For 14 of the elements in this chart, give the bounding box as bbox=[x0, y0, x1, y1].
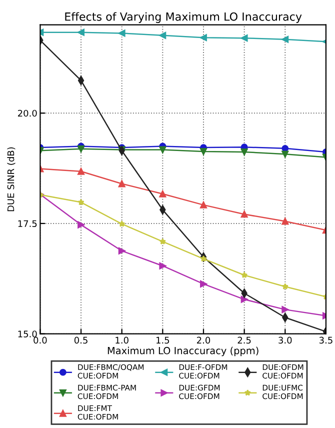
x-tick-label: 3.0 bbox=[278, 336, 292, 344]
chart-title: Effects of Varying Maximum LO Inaccuracy bbox=[65, 12, 302, 23]
y-tick-label: 15.0 bbox=[18, 330, 37, 338]
x-tick-label: 1.5 bbox=[156, 336, 170, 344]
x-tick-label: 2.5 bbox=[238, 336, 251, 344]
x-tick-label: 0.5 bbox=[74, 336, 88, 344]
x-tick-label: 0.0 bbox=[34, 336, 47, 344]
y-axis-title: DUE SINR (dB) bbox=[7, 147, 16, 212]
x-tick-label: 2.0 bbox=[196, 336, 210, 344]
x-axis-title: Maximum LO Inaccuracy (ppm) bbox=[108, 346, 258, 356]
x-tick-label: 3.5 bbox=[319, 336, 332, 344]
y-tick-label: 17.5 bbox=[18, 220, 37, 228]
x-tick-label: 1.0 bbox=[116, 336, 128, 344]
y-tick-label: 20.0 bbox=[18, 110, 37, 117]
